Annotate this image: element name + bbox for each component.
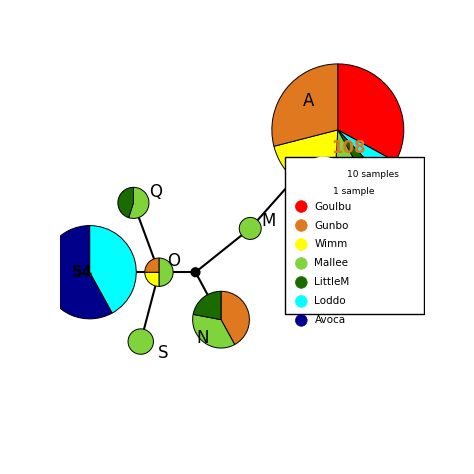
Text: Loddo: Loddo bbox=[314, 296, 346, 306]
Text: 10 samples: 10 samples bbox=[347, 170, 399, 179]
Circle shape bbox=[295, 219, 307, 231]
Wedge shape bbox=[145, 272, 159, 286]
Text: Wimm: Wimm bbox=[314, 239, 348, 249]
Wedge shape bbox=[274, 130, 338, 196]
Text: Q: Q bbox=[149, 183, 162, 201]
Circle shape bbox=[295, 238, 307, 250]
Circle shape bbox=[295, 258, 307, 269]
Circle shape bbox=[295, 277, 307, 288]
Text: M: M bbox=[261, 212, 276, 230]
Wedge shape bbox=[193, 292, 221, 319]
Wedge shape bbox=[338, 130, 396, 178]
Wedge shape bbox=[221, 292, 249, 345]
Wedge shape bbox=[128, 329, 154, 354]
Wedge shape bbox=[272, 64, 338, 146]
Text: 1 sample: 1 sample bbox=[333, 187, 375, 196]
Wedge shape bbox=[145, 258, 159, 272]
Wedge shape bbox=[338, 64, 404, 162]
Circle shape bbox=[303, 157, 343, 197]
Wedge shape bbox=[90, 226, 137, 313]
Text: N: N bbox=[197, 329, 209, 347]
Wedge shape bbox=[192, 314, 235, 348]
Text: A: A bbox=[303, 91, 314, 109]
FancyBboxPatch shape bbox=[285, 157, 424, 314]
Circle shape bbox=[317, 185, 329, 197]
Text: Goulbu: Goulbu bbox=[314, 201, 352, 211]
Wedge shape bbox=[43, 226, 112, 319]
Text: LittleM: LittleM bbox=[314, 277, 350, 287]
Circle shape bbox=[295, 315, 307, 326]
Text: O: O bbox=[167, 252, 180, 270]
Text: Mallee: Mallee bbox=[314, 258, 348, 268]
Wedge shape bbox=[239, 218, 261, 239]
Circle shape bbox=[191, 268, 200, 277]
Wedge shape bbox=[159, 258, 173, 286]
Text: Avoca: Avoca bbox=[314, 315, 346, 325]
Text: Gunbo: Gunbo bbox=[314, 220, 349, 230]
Circle shape bbox=[295, 201, 307, 212]
Text: 54: 54 bbox=[72, 264, 93, 280]
Wedge shape bbox=[334, 130, 370, 196]
Circle shape bbox=[295, 296, 307, 307]
Wedge shape bbox=[118, 187, 133, 218]
Wedge shape bbox=[128, 187, 149, 219]
Text: S: S bbox=[157, 344, 168, 362]
Text: 108: 108 bbox=[331, 139, 366, 157]
Wedge shape bbox=[338, 130, 383, 188]
